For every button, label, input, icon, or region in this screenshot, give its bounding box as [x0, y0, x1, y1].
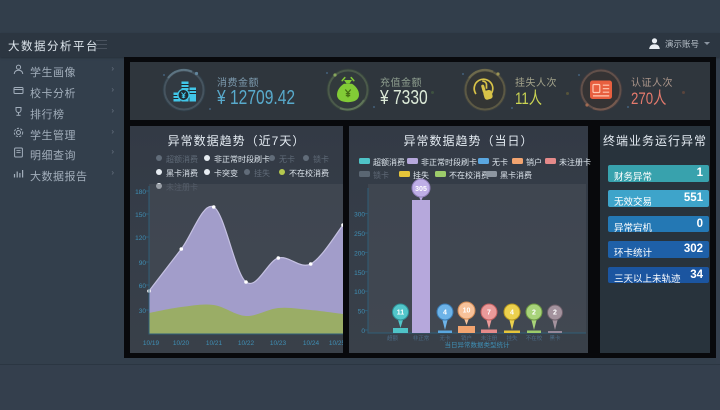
svg-text:10: 10	[463, 308, 471, 315]
svg-text:未注册: 未注册	[481, 334, 498, 342]
svg-text:90: 90	[139, 260, 147, 267]
svg-text:100: 100	[354, 289, 365, 296]
svg-text:250: 250	[354, 231, 365, 238]
svg-text:2: 2	[553, 310, 557, 317]
svg-text:30: 30	[139, 308, 147, 315]
svg-text:120: 120	[135, 235, 146, 242]
svg-text:200: 200	[354, 250, 365, 257]
svg-text:4: 4	[443, 310, 447, 317]
svg-text:50: 50	[358, 309, 366, 316]
svg-text:挂失: 挂失	[506, 334, 518, 342]
svg-text:10/23: 10/23	[270, 340, 287, 347]
svg-text:4: 4	[510, 310, 514, 317]
svg-text:10/24: 10/24	[303, 340, 320, 347]
svg-text:150: 150	[135, 212, 146, 219]
svg-text:非正常: 非正常	[413, 334, 430, 342]
svg-text:10/21: 10/21	[206, 340, 223, 347]
svg-text:305: 305	[415, 186, 427, 193]
svg-text:10/22: 10/22	[238, 340, 255, 347]
svg-text:7: 7	[487, 310, 491, 317]
svg-text:150: 150	[354, 270, 365, 277]
svg-text:当日异常数据类型统计: 当日异常数据类型统计	[445, 340, 511, 349]
svg-text:300: 300	[354, 212, 365, 219]
svg-text:无卡: 无卡	[439, 334, 451, 342]
svg-text:超额: 超额	[387, 334, 399, 342]
svg-text:180: 180	[135, 189, 146, 196]
svg-text:销户: 销户	[461, 334, 472, 342]
svg-text:11: 11	[397, 310, 405, 317]
svg-text:黑卡: 黑卡	[549, 334, 561, 342]
svg-text:不在校: 不在校	[526, 334, 543, 342]
svg-text:10/25: 10/25	[329, 340, 343, 347]
svg-text:10/20: 10/20	[173, 340, 190, 347]
svg-text:0: 0	[361, 328, 365, 335]
svg-text:2: 2	[532, 310, 536, 317]
svg-text:60: 60	[139, 283, 147, 290]
svg-text:10/19: 10/19	[143, 340, 160, 347]
